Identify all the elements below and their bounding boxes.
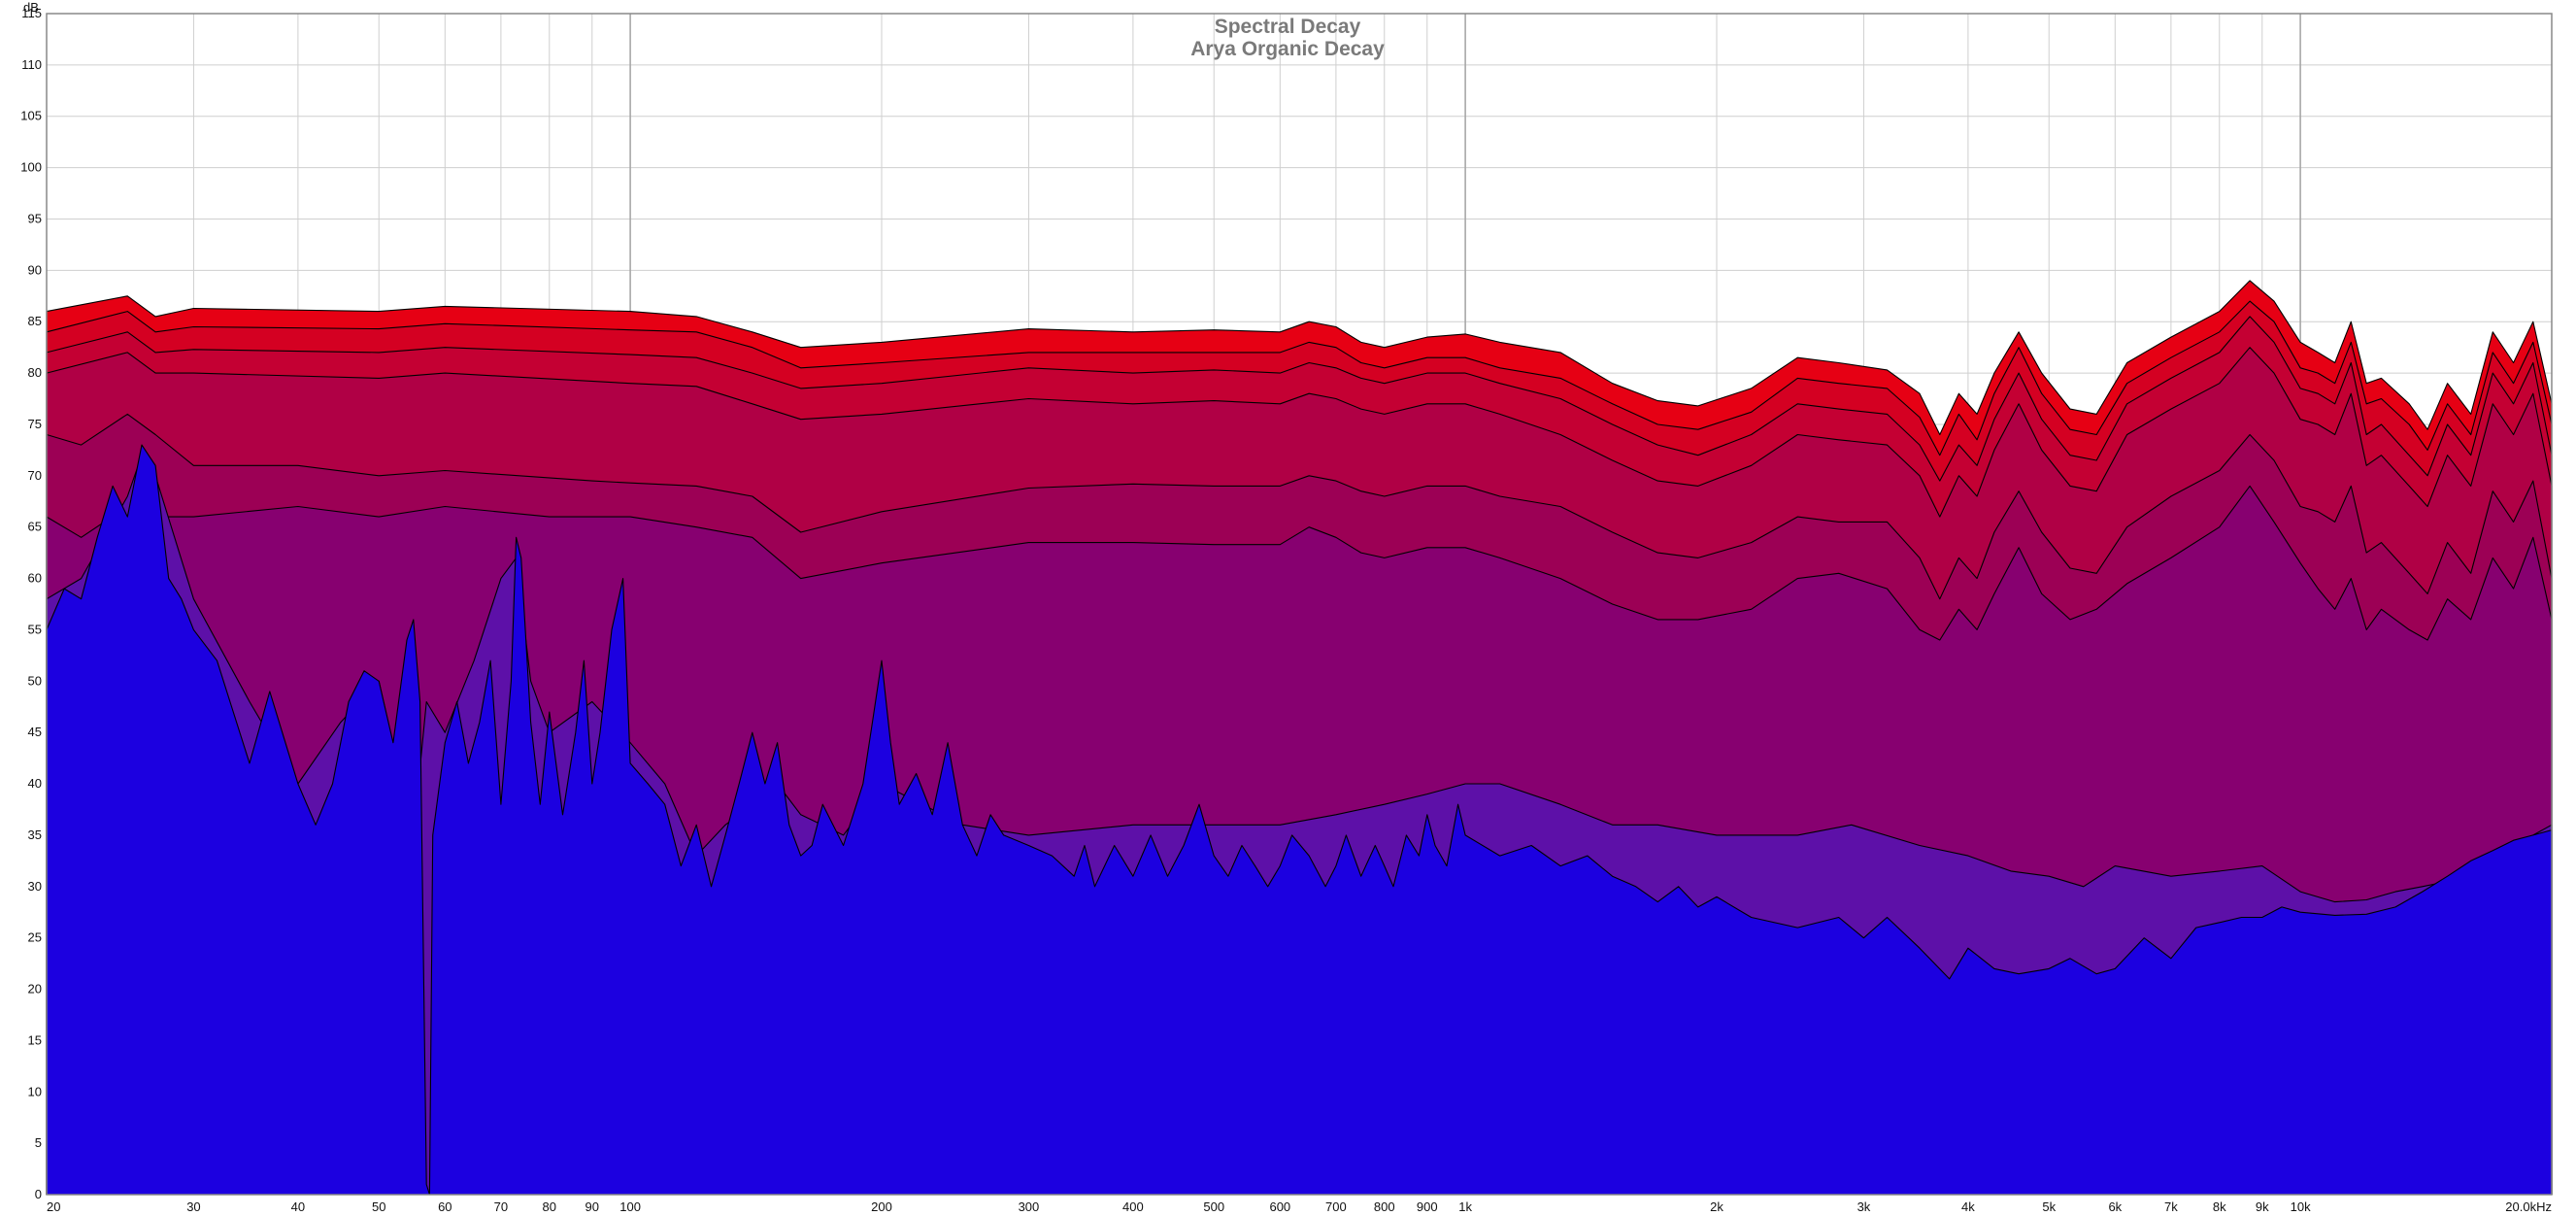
decay-series-8 xyxy=(46,444,2553,1196)
x-tick-label: 100 xyxy=(619,1199,641,1214)
y-axis-ticks: 0 5 10 15 20 25 30 35 40 45 50 55 60 65 70 75 80 85 90 95 10… xyxy=(20,6,42,1201)
x-tick-label: 90 xyxy=(585,1199,599,1214)
y-tick-label: 0 xyxy=(35,1187,42,1201)
x-tick-label: 60 xyxy=(438,1199,452,1214)
y-tick-label: 30 xyxy=(28,879,42,894)
x-tick-label: 8k xyxy=(2213,1199,2226,1214)
x-tick-label: 6k xyxy=(2108,1199,2122,1214)
x-tick-label: 900 xyxy=(1417,1199,1438,1214)
y-tick-label: 90 xyxy=(28,262,42,277)
y-tick-label: 80 xyxy=(28,365,42,380)
chart-title: Spectral Decay xyxy=(1215,16,1361,38)
x-tick-label: 7k xyxy=(2164,1199,2178,1214)
x-axis-ticks: 20 30 40 50 60 70 80 90 100 200 300 400 500 600 700 800… xyxy=(47,1199,2552,1214)
x-tick-label: 10k xyxy=(2291,1199,2311,1214)
y-tick-label: 10 xyxy=(28,1084,42,1098)
y-tick-label: 70 xyxy=(28,468,42,483)
x-tick-label: 50 xyxy=(372,1199,385,1214)
y-tick-label: 15 xyxy=(28,1032,42,1047)
x-tick-label: 300 xyxy=(1019,1199,1040,1214)
y-tick-label: 100 xyxy=(20,160,42,175)
x-tick-label: 30 xyxy=(186,1199,200,1214)
chart-subtitle: Arya Organic Decay xyxy=(1190,38,1385,60)
x-tick-label: 600 xyxy=(1269,1199,1290,1214)
x-tick-label: 1k xyxy=(1458,1199,1472,1214)
y-tick-label: 110 xyxy=(21,57,42,72)
y-tick-label: 45 xyxy=(28,725,42,739)
y-tick-label: 25 xyxy=(28,930,42,945)
decay-series xyxy=(46,280,2553,1196)
y-tick-label: 50 xyxy=(28,673,42,688)
x-tick-label: 9k xyxy=(2256,1199,2269,1214)
plot-frame xyxy=(46,13,2553,1196)
x-tick-label: 2k xyxy=(1710,1199,1723,1214)
y-axis-label: dB xyxy=(23,0,39,15)
x-tick-label: 5k xyxy=(2042,1199,2056,1214)
x-tick-label: 500 xyxy=(1203,1199,1224,1214)
y-tick-label: 35 xyxy=(28,828,42,842)
x-tick-label: 20 xyxy=(47,1199,60,1214)
y-tick-label: 60 xyxy=(28,571,42,586)
x-tick-label: 700 xyxy=(1325,1199,1347,1214)
y-tick-label: 5 xyxy=(35,1135,42,1150)
x-tick-label: 800 xyxy=(1374,1199,1395,1214)
y-tick-label: 65 xyxy=(28,520,42,534)
x-tick-label: 3k xyxy=(1857,1199,1871,1214)
x-tick-label: 80 xyxy=(543,1199,556,1214)
x-tick-label: 200 xyxy=(871,1199,892,1214)
y-tick-label: 40 xyxy=(28,776,42,791)
x-tick-label: 40 xyxy=(291,1199,305,1214)
y-tick-label: 75 xyxy=(28,417,42,431)
y-tick-label: 115 xyxy=(21,6,42,20)
y-tick-label: 85 xyxy=(28,314,42,328)
y-tick-label: 95 xyxy=(28,211,42,225)
x-tick-label: 20.0kHz xyxy=(2505,1199,2552,1214)
y-tick-label: 105 xyxy=(20,109,42,123)
y-tick-label: 55 xyxy=(28,622,42,636)
x-tick-label: 70 xyxy=(494,1199,508,1214)
x-tick-label: 4k xyxy=(1961,1199,1975,1214)
x-tick-label: 400 xyxy=(1122,1199,1144,1214)
y-tick-label: 20 xyxy=(28,982,42,996)
